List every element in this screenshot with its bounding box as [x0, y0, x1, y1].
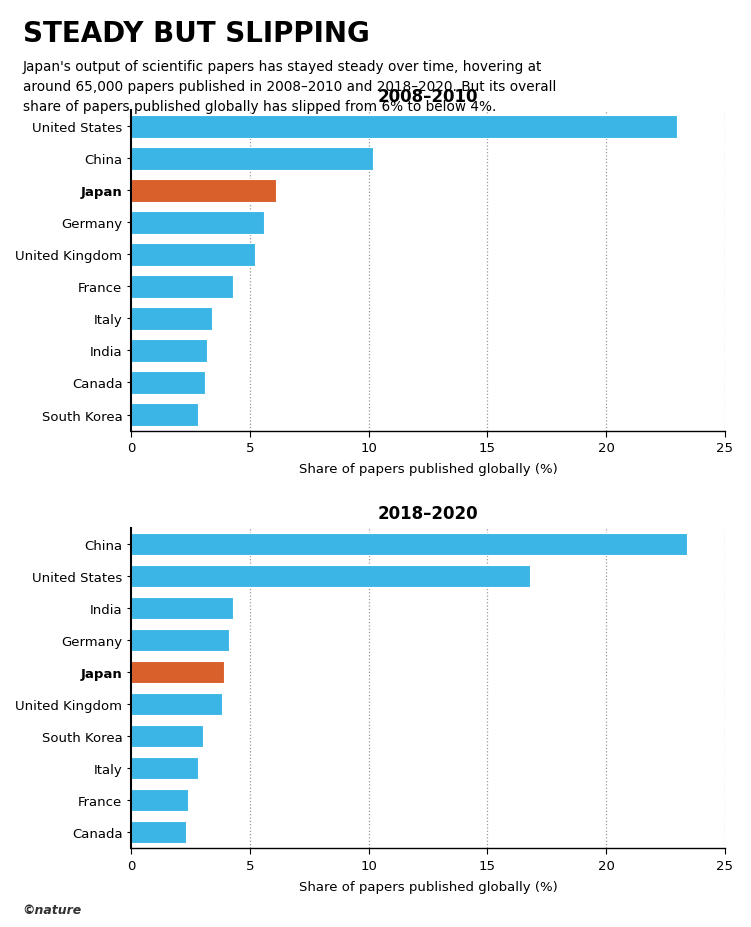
- X-axis label: Share of papers published globally (%): Share of papers published globally (%): [299, 880, 557, 893]
- Bar: [131, 116, 677, 138]
- Title: 2018–2020: 2018–2020: [378, 504, 478, 523]
- Bar: [131, 725, 203, 747]
- Text: Japan's output of scientific papers has stayed steady over time, hovering at
aro: Japan's output of scientific papers has …: [23, 60, 556, 114]
- Bar: [131, 148, 373, 171]
- Bar: [131, 180, 276, 202]
- Bar: [131, 212, 264, 235]
- Bar: [131, 597, 234, 619]
- Bar: [131, 308, 212, 330]
- Bar: [131, 244, 255, 266]
- Bar: [131, 693, 222, 716]
- Bar: [131, 372, 205, 394]
- Bar: [131, 533, 686, 555]
- Bar: [131, 821, 186, 844]
- Bar: [131, 757, 198, 780]
- Text: ©nature: ©nature: [23, 903, 82, 916]
- Bar: [131, 565, 530, 588]
- X-axis label: Share of papers published globally (%): Share of papers published globally (%): [299, 463, 557, 476]
- Bar: [131, 661, 224, 683]
- Bar: [131, 276, 234, 298]
- Bar: [131, 404, 198, 426]
- Bar: [131, 340, 207, 362]
- Bar: [131, 629, 229, 652]
- Bar: [131, 789, 189, 811]
- Text: STEADY BUT SLIPPING: STEADY BUT SLIPPING: [23, 20, 369, 48]
- Title: 2008–2010: 2008–2010: [378, 87, 478, 106]
